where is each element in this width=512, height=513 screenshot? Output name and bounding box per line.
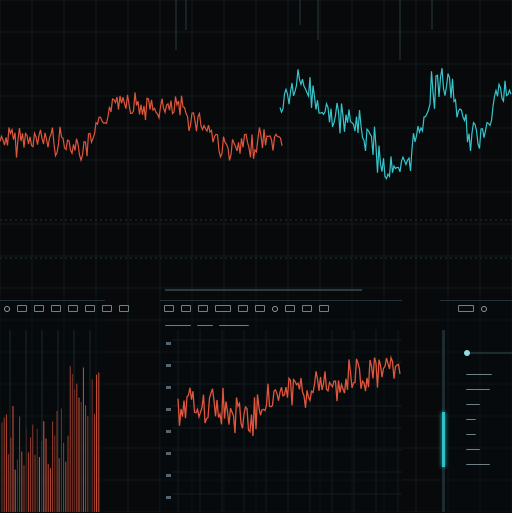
dot-icon[interactable] [272,305,278,312]
filter-icon[interactable] [285,305,295,312]
paste-icon[interactable] [255,305,265,312]
marker-icon[interactable] [85,305,95,312]
right-control-panel [440,300,512,513]
dot-icon[interactable] [4,305,10,312]
parameter-item[interactable] [466,372,492,375]
parameter-item[interactable] [466,402,480,405]
loop-icon[interactable] [198,305,208,312]
label-placeholder [219,322,249,326]
cursor-icon[interactable] [51,305,61,312]
channel-icon[interactable] [102,305,112,312]
dot-icon[interactable] [481,305,487,312]
label-placeholder [197,322,213,326]
parameter-item[interactable] [466,387,490,390]
export-icon[interactable] [319,305,329,312]
center-panel-header [165,322,249,326]
level-slider[interactable] [466,352,512,354]
waveform-icon[interactable] [17,305,27,312]
channel-icon[interactable] [458,305,474,312]
right-toolbar [458,305,487,312]
center-analysis-panel [160,300,402,513]
left-channel-panel [0,300,105,513]
gain-icon[interactable] [302,305,312,312]
zoom-icon[interactable] [68,305,78,312]
slider-knob[interactable] [464,350,470,356]
center-toolbar [164,305,329,312]
settings-icon[interactable] [119,305,129,312]
copy-icon[interactable] [238,305,248,312]
parameter-item[interactable] [466,447,480,450]
parameter-item[interactable] [466,417,476,420]
grid-icon[interactable] [34,305,44,312]
play-icon[interactable] [164,305,174,312]
parameter-item[interactable] [466,462,490,465]
parameter-item[interactable] [466,432,476,435]
waveform-orange [0,92,283,163]
waveform-cyan [279,68,512,181]
record-icon[interactable] [181,305,191,312]
cut-icon[interactable] [215,305,231,312]
vertical-meter-fill [442,412,445,467]
left-toolbar [4,305,129,312]
label-placeholder [165,322,191,326]
parameter-list [466,372,492,465]
